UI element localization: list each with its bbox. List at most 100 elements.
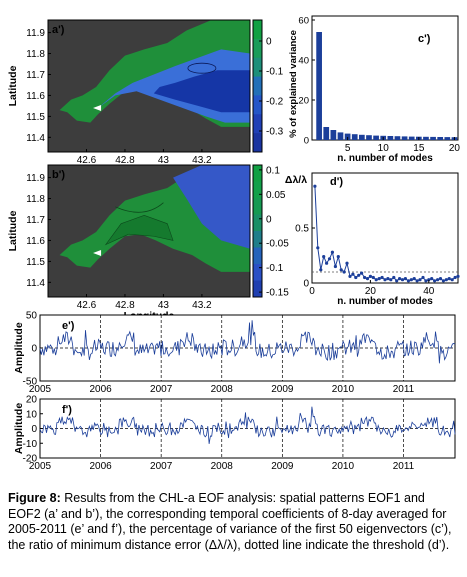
- x-tick-label: 20: [449, 143, 461, 154]
- panel-label: e'): [62, 320, 75, 332]
- x-tick-label: 2008: [211, 461, 234, 472]
- x-tick-label: 20: [365, 286, 377, 297]
- y-axis-label: Latitude: [7, 65, 19, 106]
- colorbar-segment: [253, 95, 262, 115]
- amplitude-series-line: [39, 406, 456, 444]
- colorbar-tick-label: -0.1: [266, 263, 284, 274]
- colorbar-tick-label: 0.05: [266, 190, 286, 201]
- colorbar-tick-label: -0.2: [266, 97, 284, 108]
- colorbar-segment: [253, 165, 262, 182]
- marker-arrow-icon: [93, 250, 102, 256]
- eof1-map-panel: 42.6 42.8 43 43.2 11.9 11.8 11.7 11.6 11.5 11.4 La…: [7, 19, 251, 166]
- error-ratio-point: [380, 275, 384, 280]
- y-tick-label: 11.8: [26, 49, 45, 60]
- marker-arrow-icon: [93, 105, 102, 111]
- colorbar-tick-label: -0.15: [266, 288, 289, 299]
- error-ratio-point: [389, 278, 393, 282]
- x-tick-label: 2009: [271, 461, 294, 472]
- error-ratio-point: [436, 278, 440, 282]
- colorbar-segment: [253, 114, 262, 134]
- variance-bar: [437, 137, 444, 140]
- variance-bar: [366, 135, 372, 140]
- colorbar-segment: [253, 280, 262, 298]
- y-tick-label: 0: [31, 424, 37, 435]
- y-tick-label: 11.5: [26, 112, 45, 123]
- colorbar-segment: [253, 38, 262, 59]
- error-ratio-point: [371, 275, 375, 280]
- y-axis-label: Latitude: [7, 210, 19, 251]
- x-tick-label: 2008: [211, 384, 234, 395]
- error-ratio-point: [444, 278, 448, 282]
- sea-negative-loading-zone: [173, 165, 250, 249]
- variance-bar: [408, 136, 415, 140]
- colorbar-segment: [253, 20, 262, 40]
- y-tick-label: -50: [23, 377, 38, 388]
- colorbar-tick-label: -0.1: [266, 67, 284, 78]
- error-ratio-point: [383, 278, 387, 282]
- variance-bar: [430, 136, 436, 140]
- x-tick-label: 15: [413, 143, 425, 154]
- error-ratio-point: [424, 279, 428, 283]
- variance-bar: [330, 130, 337, 140]
- variance-bar: [359, 134, 365, 140]
- colorbar-tick-label: 0: [266, 37, 272, 48]
- error-ratio-point: [365, 277, 370, 281]
- colorbar-frame: [252, 164, 263, 298]
- error-ratio-point: [441, 279, 445, 283]
- error-ratio-point: [421, 275, 425, 280]
- y-axis-label: Δλ/λ: [285, 174, 307, 186]
- error-ratio-point: [406, 279, 410, 283]
- panel-label: c'): [418, 33, 431, 45]
- error-ratio-point: [433, 279, 437, 283]
- error-ratio-point: [392, 275, 396, 280]
- y-tick-label: 0: [31, 344, 37, 355]
- x-tick-label: 42.6: [77, 155, 97, 166]
- x-axis-label: n. number of modes: [337, 153, 433, 164]
- x-tick-label: 2010: [332, 384, 355, 395]
- x-tick-label: 2006: [89, 384, 112, 395]
- colorbar-segment: [253, 247, 262, 265]
- variance-bar: [351, 134, 358, 140]
- plot-frame: [47, 164, 251, 298]
- error-ratio-point: [325, 261, 329, 265]
- x-tick-label: 42.8: [115, 300, 135, 311]
- variance-bar: [337, 132, 344, 140]
- y-tick-label: 50: [26, 311, 38, 322]
- colorbar-tick-label: -0.05: [266, 239, 289, 250]
- x-tick-label: 2005: [29, 384, 52, 395]
- distance-error-panel: 0 20 40 0 0.5 n. number of modes Δλ/λ d'): [285, 172, 460, 307]
- error-ratio-point: [395, 279, 399, 283]
- variance-bar: [387, 136, 394, 140]
- caption-label: Figure 8:: [8, 491, 61, 505]
- y-tick-label: 20: [26, 395, 38, 406]
- x-tick-label: 43.2: [192, 155, 212, 166]
- error-ratio-point: [409, 278, 413, 282]
- error-ratio-point: [339, 268, 343, 272]
- contour-line: [115, 202, 164, 213]
- colorbar-segment: [253, 57, 262, 78]
- error-ratio-point: [336, 255, 340, 259]
- panel-label: d'): [330, 176, 343, 188]
- colorbar-segment: [253, 76, 262, 96]
- x-tick-label: 42.8: [115, 155, 135, 166]
- x-tick-label: 2011: [393, 384, 415, 395]
- error-ratio-point: [374, 278, 378, 282]
- colorbar-segment: [253, 264, 262, 281]
- error-ratio-point: [456, 274, 460, 278]
- colorbar-segment: [253, 181, 262, 199]
- error-ratio-point: [354, 275, 358, 280]
- colorbar-tick-label: 0.1: [266, 165, 280, 176]
- y-tick-label: 11.4: [26, 133, 45, 144]
- variance-bar: [323, 127, 330, 140]
- y-tick-label: 11.9: [26, 173, 45, 184]
- panel-label: a'): [52, 24, 65, 36]
- y-tick-label: 11.6: [26, 91, 45, 102]
- x-tick-label: 2007: [150, 384, 173, 395]
- error-ratio-point: [342, 270, 346, 274]
- error-ratio-point: [403, 277, 407, 281]
- eof1-timeseries-panel: 2005 2006 2007 2008 2009 2010 2011 50 0 -50 Amplit…: [13, 311, 456, 395]
- error-ratio-point: [330, 250, 334, 254]
- error-ratio-point: [313, 184, 317, 188]
- error-ratio-point: [333, 264, 337, 269]
- x-tick-label: 10: [378, 143, 390, 154]
